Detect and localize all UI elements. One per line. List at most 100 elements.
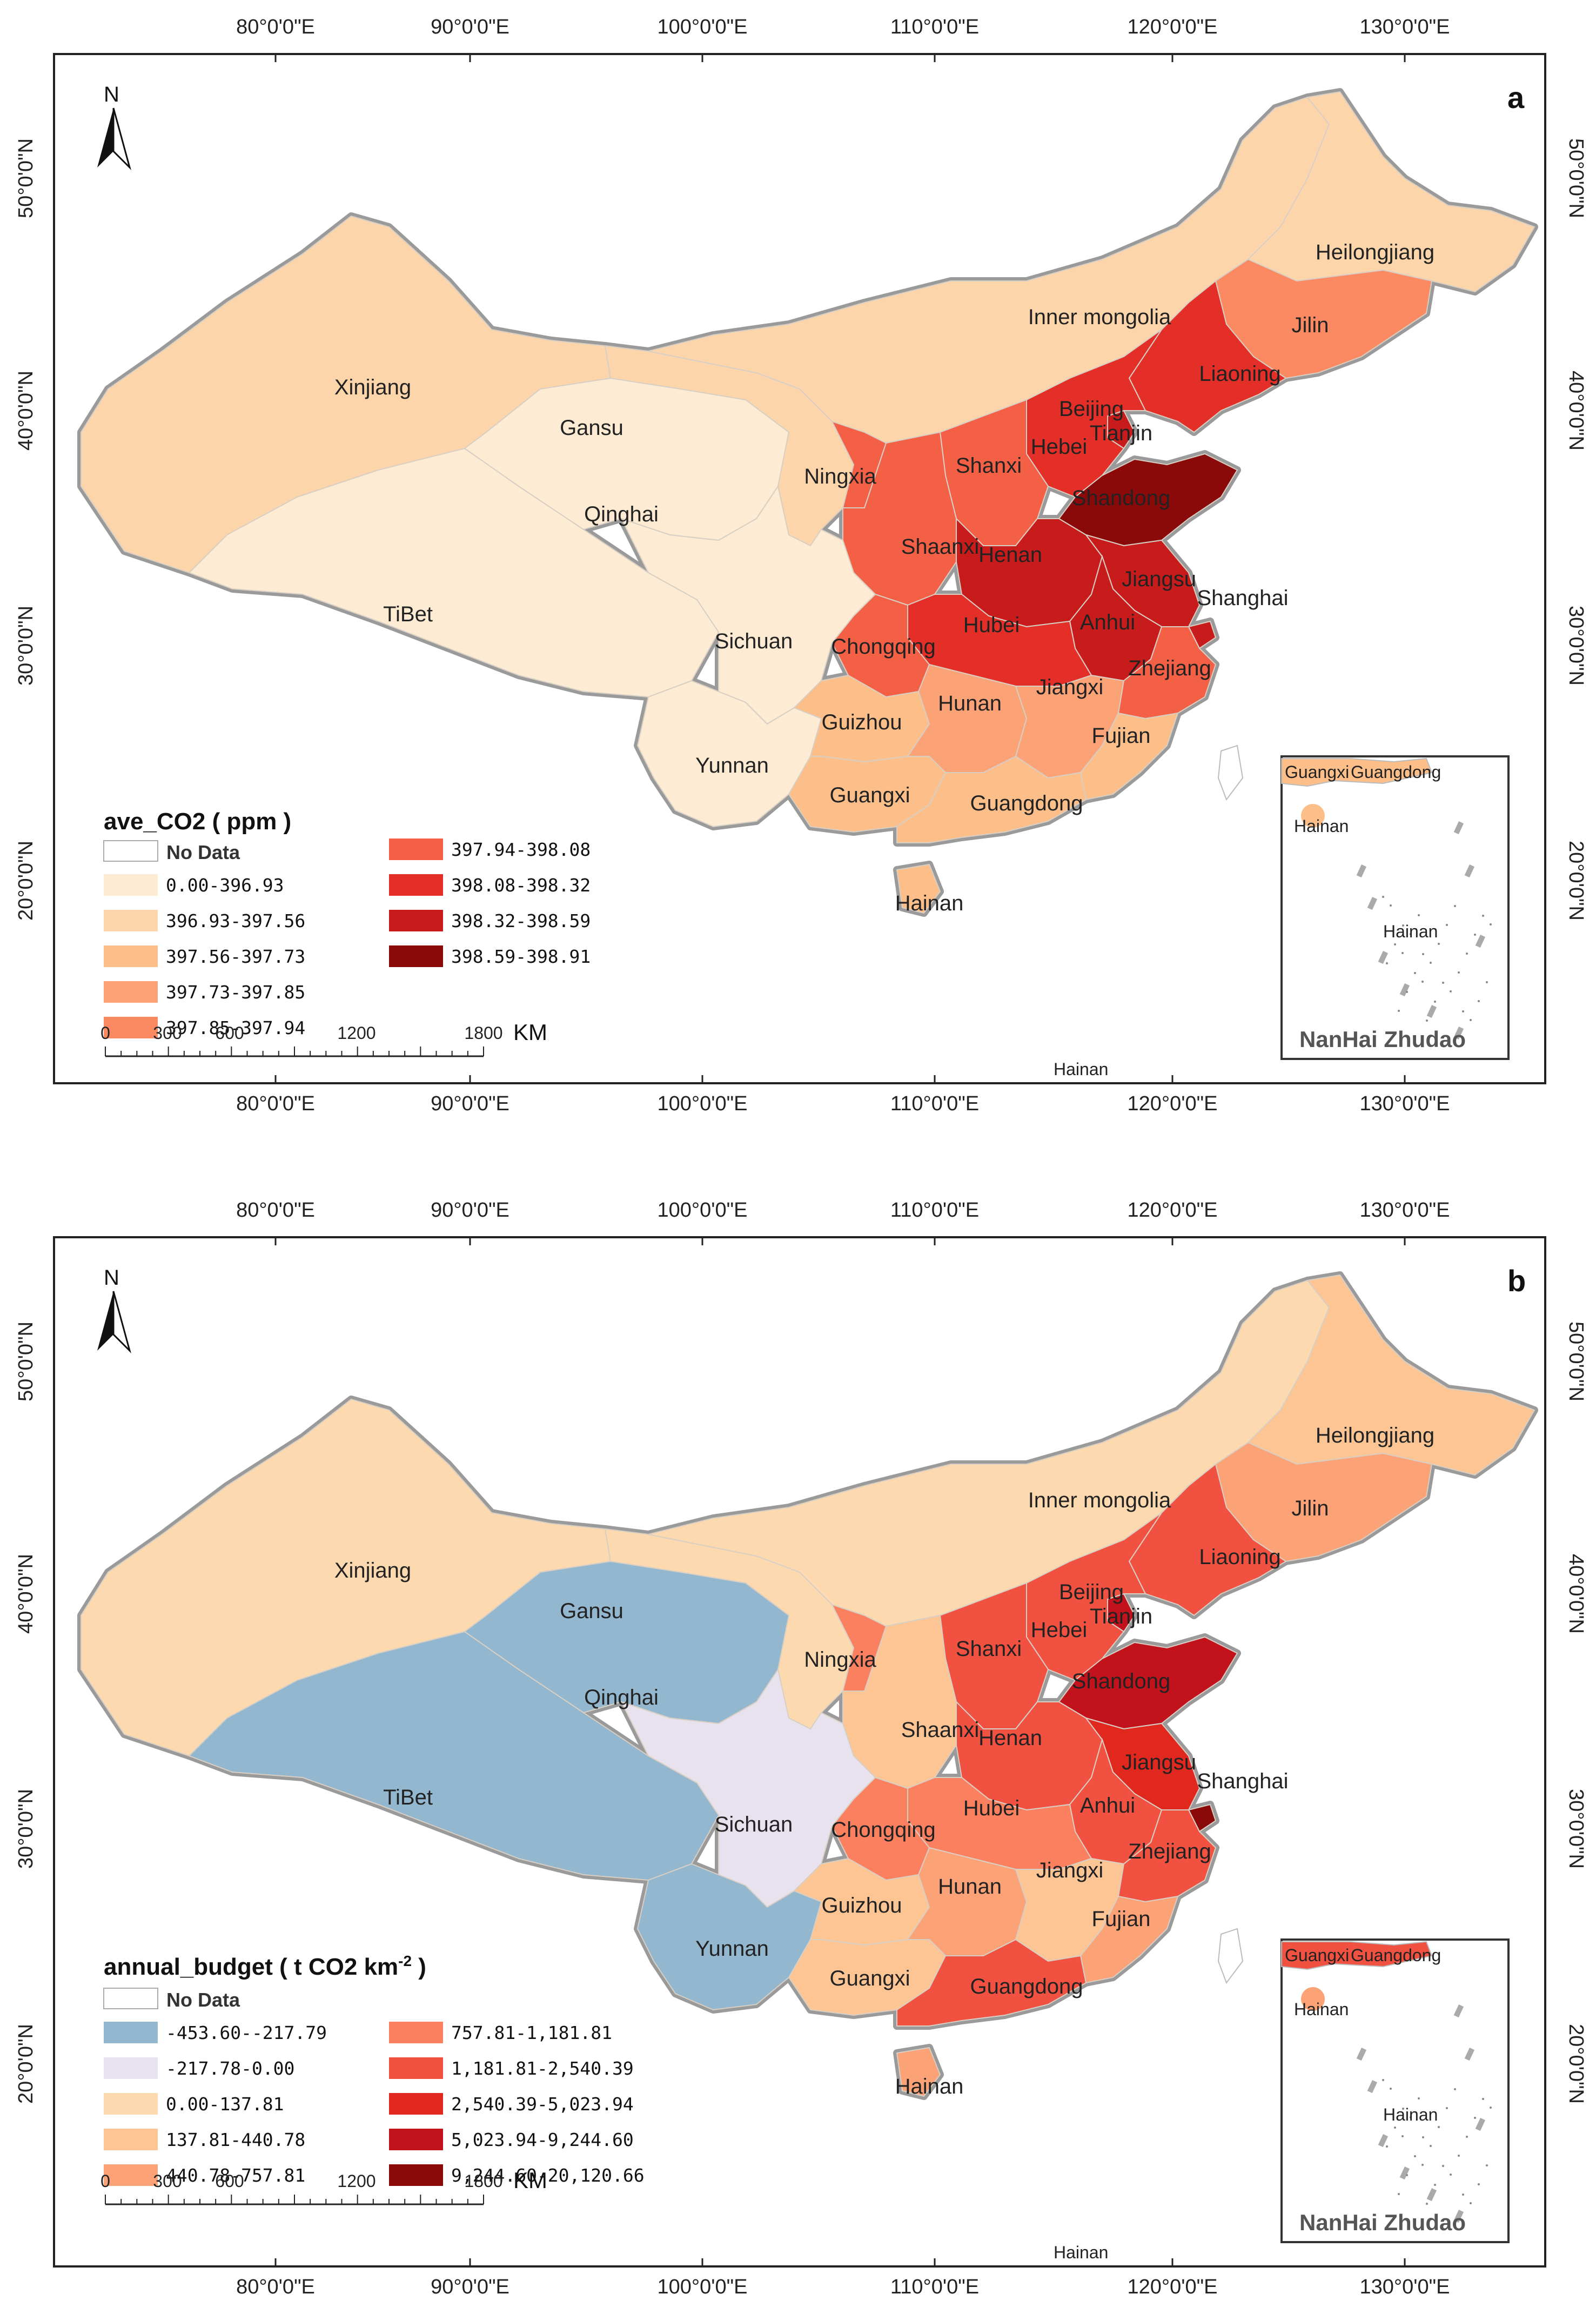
province-label: Hainan	[895, 891, 964, 915]
svg-text:398.08-398.32: 398.08-398.32	[451, 875, 591, 896]
province-label: Hubei	[963, 613, 1020, 637]
lat-label: 20°0'0"N	[1565, 841, 1587, 921]
svg-text:757.81-1,181.81: 757.81-1,181.81	[451, 2022, 612, 2043]
lon-label: 90°0'0"E	[431, 16, 509, 38]
province-label: Henan	[978, 543, 1042, 567]
province-label: Chongqing	[831, 1818, 936, 1842]
no-data-region	[1217, 744, 1244, 801]
lat-label: 30°0'0"N	[1565, 606, 1587, 686]
lon-label: 120°0'0"E	[1128, 16, 1218, 38]
lat-label: 30°0'0"N	[15, 606, 37, 686]
panel-b-lat-labels-left: 50°0'0"N 40°0'0"N 30°0'0"N 20°0'0"N	[15, 1322, 37, 2104]
legend-title: annual_budget ( t CO2 km-2 )	[104, 1953, 426, 1980]
scale-tick: 1800	[464, 2171, 502, 2191]
inset-label: Guangdong	[1351, 762, 1441, 782]
province-label: Xinjiang	[334, 375, 411, 399]
lon-label: 110°0'0"E	[890, 1199, 979, 1222]
lat-label: 40°0'0"N	[15, 371, 37, 451]
scale-tick: 300	[153, 1023, 182, 1043]
province-label: Sichuan	[715, 629, 793, 653]
inset-label: Hainan	[1383, 2105, 1438, 2124]
panel-b-inset: Guangxi Guangdong Hainan Hainan NanHai Zhud…	[1280, 1938, 1510, 2243]
lat-label: 40°0'0"N	[15, 1554, 37, 1634]
province-label: Shaanxi	[901, 1718, 980, 1742]
panel-b-letter: b	[1507, 1264, 1526, 1298]
lon-label: 90°0'0"E	[431, 1199, 509, 1222]
legend-item: 9,244.60-20,120.66	[389, 2164, 645, 2186]
panel-a-province-labels: Xinjiang TiBet Qinghai Gansu Inner mongolia H…	[334, 240, 1434, 915]
scale-tick: 1800	[464, 1023, 502, 1043]
panel-b-lon-labels-bottom: 80°0'0"E 90°0'0"E 100°0'0"E 110°0'0"E 120°0'…	[236, 2258, 1450, 2298]
panel-a-legend: ave_CO2 ( ppm ) No Data 0.00-396.93 396.9…	[103, 808, 591, 1038]
legend-item: 0.00-396.93	[104, 874, 284, 896]
legend-item: -217.78-0.00	[104, 2057, 294, 2079]
lon-label: 130°0'0"E	[1360, 16, 1450, 38]
province-label: Shanxi	[956, 1637, 1022, 1661]
lat-label: 50°0'0"N	[15, 1322, 37, 1401]
svg-text:-217.78-0.00: -217.78-0.00	[166, 2058, 294, 2079]
lon-label: 130°0'0"E	[1360, 2276, 1450, 2298]
province-label: Hainan	[895, 2075, 964, 2098]
province-label: Anhui	[1080, 611, 1135, 634]
inset-label: Guangxi	[1285, 762, 1349, 782]
province-label: Jilin	[1292, 313, 1329, 337]
province-label: Jiangxi	[1036, 1859, 1104, 1882]
province-label: Ningxia	[804, 465, 876, 488]
inset-label: Hainan	[1294, 816, 1349, 836]
province-label: Tianjin	[1090, 421, 1152, 445]
province-label: Shanghai	[1197, 586, 1288, 610]
svg-text:396.93-397.56: 396.93-397.56	[166, 910, 305, 931]
scale-unit: KM	[513, 1019, 547, 1045]
svg-text:N: N	[104, 1266, 119, 1290]
scale-tick: 600	[215, 1023, 244, 1043]
panel-a-lat-labels-right: 50°0'0"N 40°0'0"N 30°0'0"N 20°0'0"N	[1565, 138, 1587, 921]
province-label: Hebei	[1031, 1618, 1088, 1642]
legend-title: ave_CO2 ( ppm )	[104, 808, 291, 835]
lon-label: 100°0'0"E	[658, 1199, 748, 1222]
province-label: Hebei	[1031, 435, 1088, 459]
lon-label: 80°0'0"E	[236, 2276, 315, 2298]
north-arrow-icon: N	[97, 83, 131, 171]
panel-a-letter: a	[1507, 81, 1525, 115]
inset-label: Hainan	[1383, 922, 1438, 941]
legend-item: 398.08-398.32	[389, 874, 591, 896]
province-label: Guizhou	[822, 1894, 902, 1917]
svg-text:N: N	[104, 83, 119, 106]
panel-a-frame	[53, 53, 1546, 1084]
svg-text:397.73-397.85: 397.73-397.85	[166, 982, 305, 1003]
scale-tick: 600	[215, 2171, 244, 2191]
legend-item: 397.94-398.08	[389, 838, 591, 860]
legend-item: 757.81-1,181.81	[389, 2022, 612, 2043]
province-label: Shandong	[1072, 486, 1170, 510]
province-label: Xinjiang	[334, 1559, 411, 1582]
svg-text:5,023.94-9,244.60: 5,023.94-9,244.60	[451, 2129, 634, 2150]
svg-text:398.32-398.59: 398.32-398.59	[451, 910, 591, 931]
legend-item: 398.59-398.91	[389, 945, 591, 967]
province-label: Shandong	[1072, 1669, 1170, 1693]
svg-text:440.78-757.81: 440.78-757.81	[166, 2165, 305, 2186]
lon-label: 120°0'0"E	[1128, 1199, 1218, 1222]
svg-text:9,244.60-20,120.66: 9,244.60-20,120.66	[451, 2165, 645, 2186]
province-label: Gansu	[560, 1599, 623, 1623]
inset-title: NanHai Zhudao	[1299, 1027, 1466, 1052]
lon-label: 80°0'0"E	[236, 1092, 315, 1115]
svg-text:398.59-398.91: 398.59-398.91	[451, 946, 591, 967]
lat-label: 40°0'0"N	[1565, 1554, 1587, 1634]
province-label: TiBet	[383, 1786, 433, 1809]
lat-label: 20°0'0"N	[15, 2024, 37, 2104]
inset-label: Hainan	[1294, 2000, 1349, 2019]
lon-label: 110°0'0"E	[890, 16, 979, 38]
panel-a-inset: Guangxi Guangdong Hainan Hainan NanHai Zhud…	[1280, 755, 1510, 1060]
lon-label: 110°0'0"E	[890, 2276, 979, 2298]
province-label: Beijing	[1059, 397, 1124, 421]
scale-unit: KM	[513, 2168, 547, 2193]
legend-item: 2,540.39-5,023.94	[389, 2093, 634, 2115]
lon-label: 80°0'0"E	[236, 1199, 315, 1222]
svg-text:-453.60--217.79: -453.60--217.79	[166, 2022, 327, 2043]
lat-label: 50°0'0"N	[15, 138, 37, 218]
province-label: Jiangxi	[1036, 675, 1104, 699]
province-label: Heilongjiang	[1316, 240, 1434, 264]
svg-text:397.85-397.94: 397.85-397.94	[166, 1017, 305, 1038]
legend-item: 0.00-137.81	[104, 2093, 284, 2115]
